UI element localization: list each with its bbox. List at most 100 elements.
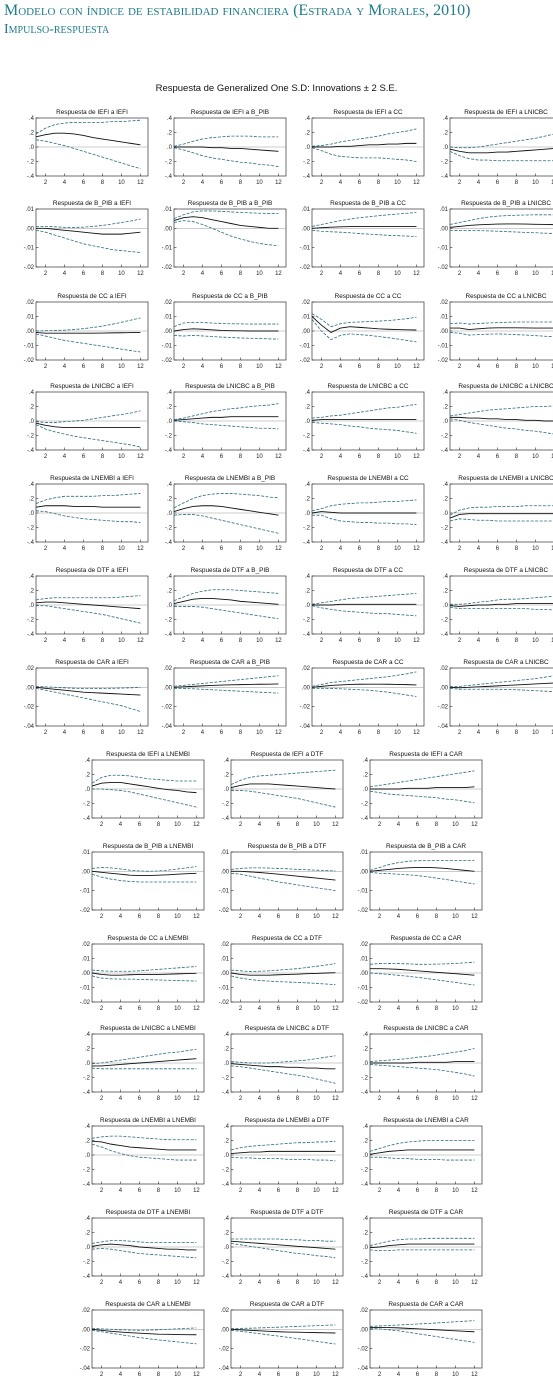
x-tick-label: 6 bbox=[138, 1372, 142, 1378]
x-tick-label: 12 bbox=[137, 364, 144, 370]
y-tick-label: -.02 bbox=[219, 1000, 230, 1006]
x-tick-label: 8 bbox=[515, 454, 519, 460]
y-tick-label: -.4 bbox=[361, 816, 369, 822]
plot-frame bbox=[230, 1309, 344, 1369]
y-tick-label: -.4 bbox=[27, 540, 35, 546]
x-tick-label: 10 bbox=[118, 546, 125, 552]
y-tick-label: .02 bbox=[164, 300, 173, 306]
irf-chart-panel: Respuesta de IEFI a B_PIB .4 .2 .0 -.2 -.4 2 4 6… bbox=[165, 109, 287, 186]
x-tick-label: 2 bbox=[44, 454, 48, 460]
x-tick-label: 4 bbox=[477, 454, 481, 460]
y-tick-label: .0 bbox=[224, 1245, 230, 1251]
plot-frame bbox=[369, 1309, 483, 1369]
x-tick-label: 2 bbox=[182, 638, 186, 644]
y-tick-label: .4 bbox=[363, 1032, 369, 1038]
x-tick-label: 10 bbox=[313, 1096, 320, 1102]
y-tick-label: -.02 bbox=[80, 1000, 91, 1006]
y-tick-label: .2 bbox=[305, 405, 311, 411]
y-tick-label: -.04 bbox=[300, 724, 311, 730]
y-tick-label: -.01 bbox=[24, 246, 35, 252]
lower-band-line bbox=[312, 687, 417, 697]
x-tick-label: 8 bbox=[101, 546, 105, 552]
upper-band-line bbox=[311, 671, 417, 687]
y-tick-label: .0 bbox=[305, 419, 311, 425]
x-tick-label: 10 bbox=[532, 730, 539, 736]
y-tick-label: .0 bbox=[29, 603, 35, 609]
lower-band-line bbox=[91, 975, 197, 982]
x-tick-label: 6 bbox=[82, 180, 86, 186]
lower-band-line bbox=[230, 975, 336, 985]
irf-chart-panel: Respuesta de LNEMBI a CAR .4 .2 .0 -.2 -.4 2 4 6… bbox=[361, 1117, 483, 1194]
y-tick-label: -.2 bbox=[165, 434, 173, 440]
y-tick-label: .0 bbox=[224, 1153, 230, 1159]
y-tick-label: .00 bbox=[302, 329, 311, 335]
chart-title: Respuesta de IEFI a CC bbox=[333, 109, 403, 116]
response-line bbox=[35, 132, 141, 146]
y-tick-label: .00 bbox=[221, 869, 230, 875]
x-tick-label: 6 bbox=[138, 1188, 142, 1194]
response-line bbox=[370, 968, 475, 976]
lower-band-line bbox=[35, 424, 141, 448]
irf-chart-panel: Respuesta de DTF a LNICBC .4 .2 .0 -.2 -.4 2 4 6… bbox=[441, 567, 553, 644]
lower-band-line bbox=[35, 333, 141, 353]
y-tick-label: -.4 bbox=[361, 1090, 369, 1096]
x-tick-label: 6 bbox=[277, 822, 281, 828]
chart-title: Respuesta de B_PIB a LNEMBI bbox=[103, 843, 193, 850]
y-tick-label: .0 bbox=[85, 1245, 91, 1251]
x-tick-label: 4 bbox=[63, 271, 67, 277]
x-tick-label: 6 bbox=[220, 271, 224, 277]
chart-title: Respuesta de B_PIB a IEFI bbox=[53, 200, 131, 207]
chart-title: Respuesta de IEFI a B_PIB bbox=[191, 109, 269, 116]
x-tick-label: 6 bbox=[138, 914, 142, 920]
x-tick-label: 6 bbox=[358, 546, 362, 552]
x-tick-label: 10 bbox=[118, 638, 125, 644]
x-tick-label: 12 bbox=[332, 1006, 339, 1012]
y-tick-label: -.4 bbox=[27, 632, 35, 638]
x-tick-label: 6 bbox=[138, 1096, 142, 1102]
upper-band-line bbox=[91, 866, 197, 872]
y-tick-label: .2 bbox=[443, 589, 449, 595]
x-tick-label: 10 bbox=[452, 822, 459, 828]
y-tick-label: -.4 bbox=[303, 632, 311, 638]
irf-chart-panel: Respuesta de IEFI a CAR .4 .2 .0 -.2 -.4 2 4 6 8 1… bbox=[361, 751, 483, 828]
y-tick-label: .2 bbox=[224, 773, 230, 779]
chart-title: Respuesta de CAR a B_PIB bbox=[190, 659, 270, 666]
response-line bbox=[369, 867, 475, 872]
y-tick-label: -.02 bbox=[219, 908, 230, 914]
x-tick-label: 12 bbox=[193, 1280, 200, 1286]
x-tick-label: 8 bbox=[435, 822, 439, 828]
y-tick-label: .4 bbox=[363, 758, 369, 764]
x-tick-label: 10 bbox=[452, 1096, 459, 1102]
y-tick-label: -.2 bbox=[441, 160, 449, 166]
x-tick-label: 6 bbox=[496, 454, 500, 460]
x-tick-label: 8 bbox=[101, 730, 105, 736]
chart-title: Respuesta de B_PIB a DTF bbox=[248, 843, 327, 850]
x-tick-label: 4 bbox=[258, 914, 262, 920]
x-tick-label: 6 bbox=[416, 914, 420, 920]
lower-band-line bbox=[370, 1156, 475, 1161]
y-tick-label: -.2 bbox=[27, 526, 35, 532]
chart-title: Respuesta de CC a CC bbox=[335, 293, 402, 300]
plot-frame bbox=[449, 667, 553, 727]
x-tick-label: 10 bbox=[394, 546, 401, 552]
response-line bbox=[173, 683, 279, 688]
y-tick-label: .00 bbox=[440, 226, 449, 232]
plot-frame bbox=[35, 208, 149, 268]
x-tick-label: 4 bbox=[63, 364, 67, 370]
x-tick-label: 8 bbox=[435, 1188, 439, 1194]
x-tick-label: 4 bbox=[201, 638, 205, 644]
y-tick-label: -.02 bbox=[219, 1347, 230, 1353]
y-tick-label: .00 bbox=[26, 226, 35, 232]
lower-band-line bbox=[369, 972, 475, 986]
y-tick-label: -.2 bbox=[27, 618, 35, 624]
irf-chart-panel: Respuesta de DTF a B_PIB .4 .2 .0 -.2 -.4 2 4 6 8… bbox=[165, 567, 287, 644]
irf-chart-panel: Respuesta de LNEMBI a DTF .4 .2 .0 -.2 -.4 2 4 6… bbox=[222, 1117, 344, 1194]
x-tick-label: 4 bbox=[339, 638, 343, 644]
chart-title: Respuesta de CC a LNICBC bbox=[466, 293, 547, 300]
x-tick-label: 8 bbox=[515, 730, 519, 736]
y-tick-label: .2 bbox=[305, 131, 311, 137]
y-tick-label: .2 bbox=[363, 1139, 369, 1145]
y-tick-label: .01 bbox=[440, 207, 449, 213]
irf-chart-panel: Respuesta de DTF a CC .4 .2 .0 -.2 -.4 2 4 6 8 10 1… bbox=[303, 567, 425, 644]
x-tick-label: 2 bbox=[100, 1096, 104, 1102]
